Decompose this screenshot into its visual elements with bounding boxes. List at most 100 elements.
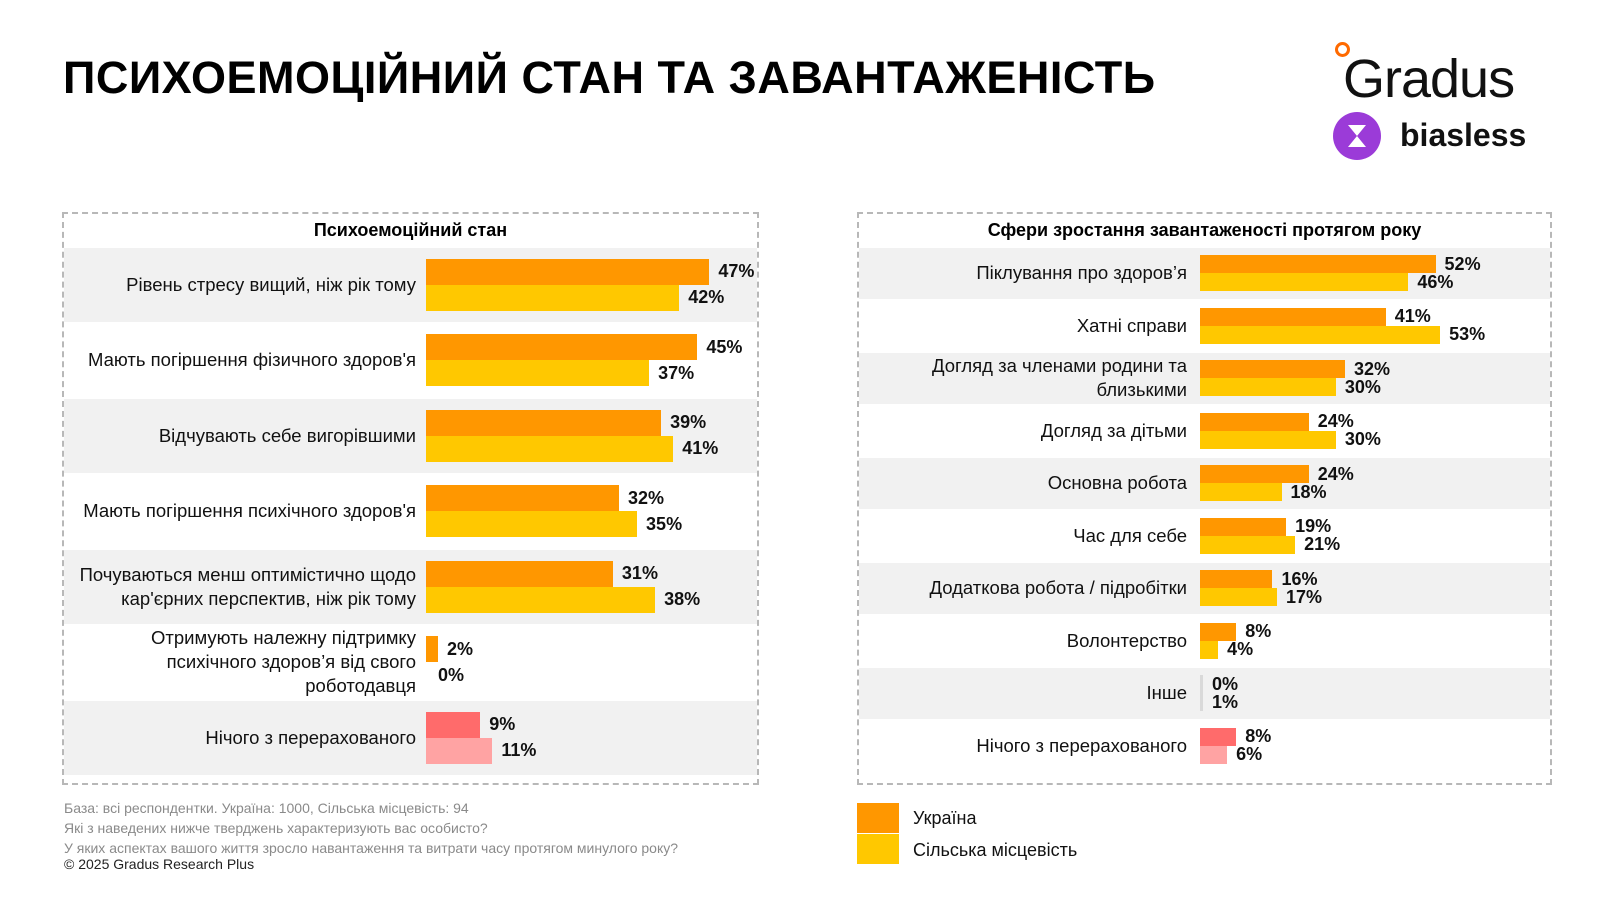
- workload-chart-panel: Сфери зростання завантаженості протягом …: [857, 212, 1552, 785]
- bar-rural: [426, 737, 493, 764]
- biasless-logo-icon: [1333, 112, 1381, 160]
- bar-ukraine: [426, 334, 698, 361]
- data-label: 41%: [1394, 306, 1431, 327]
- bar-rural: [1200, 430, 1336, 449]
- bar-rural: [1200, 273, 1409, 292]
- category-label: Відчувають себе вигорівшими: [158, 424, 416, 446]
- category-label: Хатні справи: [1076, 314, 1187, 336]
- category-label: Піклування про здоров’я: [976, 262, 1187, 284]
- legend-label-rural: Сільська місцевість: [913, 840, 1078, 860]
- page-title: ПСИХОЕМОЦІЙНИЙ СТАН ТА ЗАВАНТАЖЕНІСТЬ: [63, 52, 1156, 103]
- bar-ukraine: [426, 711, 481, 738]
- data-label: 8%: [1245, 726, 1272, 747]
- bar-ukraine: [1200, 622, 1237, 641]
- bar-ukraine: [1200, 412, 1309, 431]
- data-label: 31%: [621, 563, 658, 584]
- bar-rural: [1200, 483, 1282, 502]
- biasless-logo: biasless: [1400, 117, 1527, 153]
- gradus-logo-dot-icon: [1335, 42, 1350, 57]
- data-label: 42%: [688, 287, 725, 308]
- category-label: Час для себе: [1073, 524, 1187, 546]
- footnote-question-2: У яких аспектах вашого життя зросло нава…: [64, 840, 679, 856]
- hourglass-icon: [1348, 125, 1366, 147]
- data-label: 19%: [1295, 516, 1332, 537]
- data-label: 45%: [706, 336, 743, 357]
- data-label: 32%: [1353, 358, 1390, 379]
- gradus-logo: Gradus: [1343, 49, 1515, 109]
- data-label: 18%: [1290, 481, 1327, 502]
- bar-rural: [426, 284, 680, 311]
- category-label: Волонтерство: [1066, 629, 1187, 651]
- category-label: Почуваються менш оптимістично щодо кар'є…: [79, 563, 416, 609]
- data-label: 38%: [664, 589, 701, 610]
- data-label: 46%: [1417, 271, 1454, 292]
- data-label: 0%: [1212, 673, 1239, 694]
- chart-row: [859, 668, 1550, 719]
- bar-rural: [1200, 640, 1219, 659]
- category-label: Мають погіршення психічного здоров'я: [83, 500, 416, 522]
- bar-ukraine: [426, 560, 613, 587]
- bar-rural: [426, 586, 656, 613]
- category-label: Догляд за дітьми: [1040, 419, 1187, 441]
- bar-rural: [1200, 588, 1277, 607]
- bar-rural: [1200, 745, 1228, 764]
- footnote-question-1: Які з наведених нижче тверджень характер…: [64, 820, 488, 836]
- psychoemotional-chart-panel: Психоемоційний стан Рівень стресу вищий,…: [62, 212, 759, 785]
- bar-rural: [1200, 325, 1441, 344]
- category-label: Догляд за членами родини та близькими: [932, 355, 1187, 401]
- data-label: 30%: [1344, 376, 1381, 397]
- data-label: 37%: [658, 362, 695, 383]
- category-label: Основна робота: [1047, 472, 1187, 494]
- legend-label-ukraine: Україна: [913, 808, 977, 828]
- bar-rural: [1200, 535, 1296, 554]
- bar-ukraine: [1200, 727, 1237, 746]
- bar-ukraine: [1200, 517, 1287, 536]
- category-label: Рівень стресу вищий, ніж рік тому: [126, 273, 416, 295]
- category-label: Додаткова робота / підробітки: [929, 577, 1187, 599]
- bar-rural: [426, 511, 638, 538]
- bar-ukraine: [1200, 360, 1345, 379]
- data-label: 17%: [1286, 586, 1323, 607]
- bar-rural: [426, 360, 650, 387]
- data-label: 30%: [1344, 429, 1381, 450]
- bar-ukraine: [426, 258, 710, 285]
- data-label: 11%: [501, 740, 537, 761]
- bar-ukraine: [426, 485, 619, 512]
- bar-rural: [426, 435, 674, 462]
- data-label: 24%: [1317, 463, 1354, 484]
- bar-ukraine: [1200, 570, 1273, 589]
- category-label: Отримують належну підтримку психічного з…: [150, 627, 416, 697]
- data-label: 41%: [682, 438, 719, 459]
- data-label: 8%: [1245, 621, 1272, 642]
- chart-title: Сфери зростання завантаженості протягом …: [987, 220, 1422, 240]
- data-label: 9%: [489, 714, 516, 735]
- bar-ukraine: [1200, 255, 1436, 274]
- category-label: Нічого з перерахованого: [205, 726, 416, 748]
- category-label: Нічого з перерахованого: [976, 734, 1187, 756]
- data-label: 21%: [1304, 534, 1341, 555]
- bar-ukraine: [426, 636, 439, 663]
- copyright: © 2025 Gradus Research Plus: [64, 856, 255, 872]
- data-label: 47%: [718, 261, 755, 282]
- data-label: 24%: [1317, 411, 1354, 432]
- chart-title: Психоемоційний стан: [313, 220, 508, 240]
- data-label: 32%: [627, 487, 664, 508]
- data-label: 16%: [1281, 568, 1318, 589]
- data-label: 6%: [1236, 744, 1263, 765]
- category-label: Мають погіршення фізичного здоров'я: [88, 349, 416, 371]
- bar-rural: [1200, 378, 1336, 397]
- data-label: 52%: [1444, 253, 1481, 274]
- bar-ukraine: [1200, 675, 1203, 694]
- bar-ukraine: [1200, 465, 1309, 484]
- data-label: 0%: [438, 664, 465, 685]
- data-label: 2%: [447, 638, 474, 659]
- bar-rural: [1200, 693, 1203, 712]
- bar-ukraine: [426, 409, 662, 436]
- legend-swatch-ukraine: [857, 803, 899, 833]
- data-label: 1%: [1212, 691, 1239, 712]
- category-label: Інше: [1146, 682, 1188, 704]
- data-label: 35%: [646, 513, 683, 534]
- footnote-base: База: всі респондентки. Україна: 1000, С…: [64, 800, 469, 816]
- data-label: 39%: [670, 412, 707, 433]
- data-label: 4%: [1227, 639, 1254, 660]
